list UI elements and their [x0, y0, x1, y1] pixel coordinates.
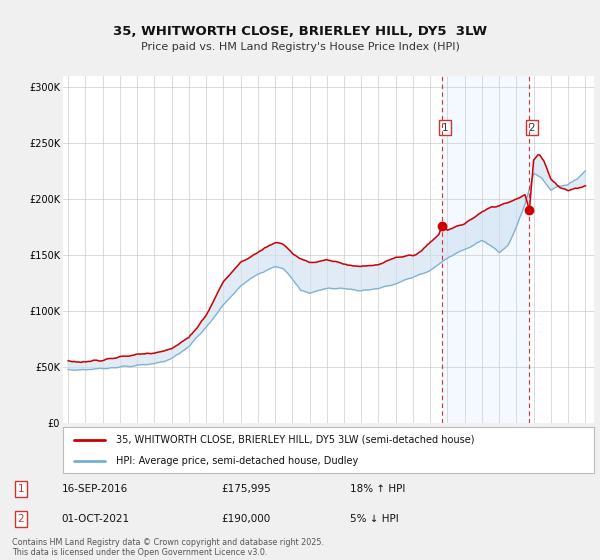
Text: 35, WHITWORTH CLOSE, BRIERLEY HILL, DY5 3LW (semi-detached house): 35, WHITWORTH CLOSE, BRIERLEY HILL, DY5 …: [116, 435, 475, 445]
Text: £175,995: £175,995: [221, 484, 271, 494]
Text: 5% ↓ HPI: 5% ↓ HPI: [350, 514, 398, 524]
Text: 16-SEP-2016: 16-SEP-2016: [61, 484, 128, 494]
Text: Contains HM Land Registry data © Crown copyright and database right 2025.
This d: Contains HM Land Registry data © Crown c…: [12, 538, 324, 557]
Text: 2: 2: [17, 514, 24, 524]
Text: £190,000: £190,000: [221, 514, 271, 524]
Text: HPI: Average price, semi-detached house, Dudley: HPI: Average price, semi-detached house,…: [116, 456, 358, 466]
Text: 1: 1: [442, 123, 448, 133]
Text: 35, WHITWORTH CLOSE, BRIERLEY HILL, DY5  3LW: 35, WHITWORTH CLOSE, BRIERLEY HILL, DY5 …: [113, 25, 487, 38]
Text: 1: 1: [17, 484, 24, 494]
Text: Price paid vs. HM Land Registry's House Price Index (HPI): Price paid vs. HM Land Registry's House …: [140, 42, 460, 52]
Text: 01-OCT-2021: 01-OCT-2021: [61, 514, 130, 524]
Bar: [442, 76, 529, 423]
Text: 2: 2: [529, 123, 535, 133]
Text: 18% ↑ HPI: 18% ↑ HPI: [350, 484, 405, 494]
